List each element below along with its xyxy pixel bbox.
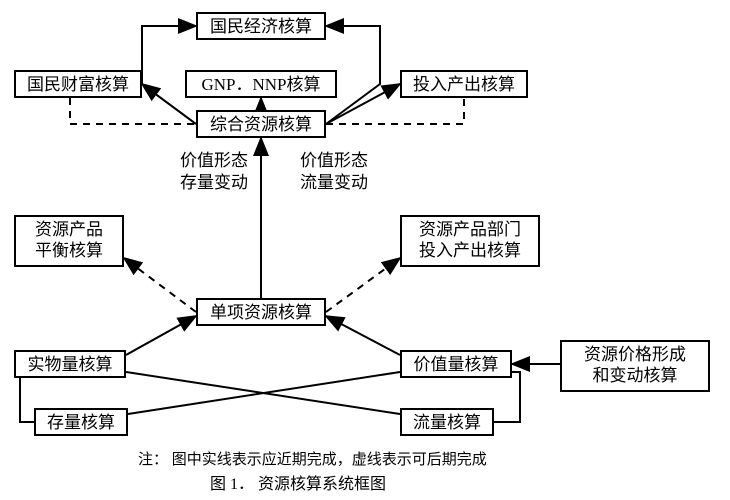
edge-n8-n7-9 bbox=[326, 258, 400, 312]
node-n6: 资源产品 平衡核算 bbox=[14, 215, 124, 267]
node-n13: 流量核算 bbox=[400, 408, 494, 436]
edge-n5-n4-5 bbox=[326, 98, 464, 124]
node-n8: 单项资源核算 bbox=[196, 298, 326, 326]
node-n7: 资源产品部门 投入产出核算 bbox=[400, 215, 540, 267]
node-n3: GNP．NNP核算 bbox=[185, 70, 337, 98]
label-l2: 价值形态 流量变动 bbox=[300, 150, 368, 194]
edge-n13-n10-16 bbox=[494, 372, 520, 422]
node-n12: 存量核算 bbox=[34, 408, 128, 436]
node-n10: 价值量核算 bbox=[400, 350, 512, 378]
edge-n9-n8-10 bbox=[126, 316, 196, 355]
edge-n5-n4-3 bbox=[326, 84, 400, 124]
edge-n10-n8-11 bbox=[326, 316, 400, 355]
node-n11: 资源价格形成 和变动核算 bbox=[560, 340, 710, 392]
node-n9: 实物量核算 bbox=[14, 350, 126, 378]
node-n4: 投入产出核算 bbox=[400, 70, 528, 98]
caption-note: 注： 图中实线表示应近期完成，虚线表示可后期完成 bbox=[138, 448, 487, 469]
flowchart-canvas: 注： 图中实线表示应近期完成，虚线表示可后期完成 图 1． 资源核算系统框图 国… bbox=[0, 0, 730, 500]
label-l1: 价值形态 存量变动 bbox=[180, 150, 248, 194]
edge-n8-n6-8 bbox=[124, 258, 196, 312]
caption-title: 图 1． 资源核算系统框图 bbox=[210, 470, 386, 494]
node-n5: 综合资源核算 bbox=[196, 110, 326, 138]
node-n1: 国民经济核算 bbox=[196, 12, 326, 40]
node-n2: 国民财富核算 bbox=[14, 70, 142, 98]
